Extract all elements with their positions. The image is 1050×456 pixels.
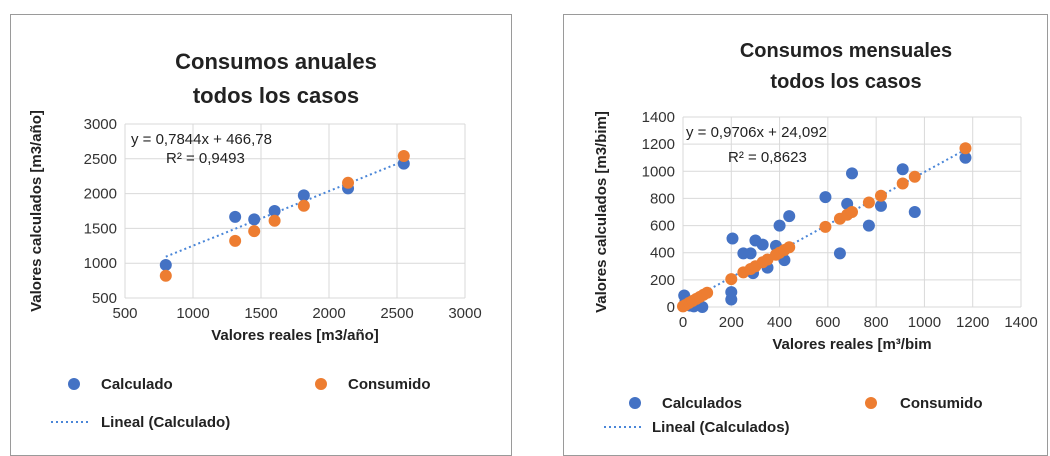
x-tick-label: 500 — [112, 305, 137, 322]
calculado-point — [297, 189, 310, 202]
x-axis-label: Valores reales [m3/año] — [211, 327, 379, 344]
consumido-point — [342, 176, 355, 189]
calculado-point — [268, 205, 281, 217]
calculado-point — [248, 213, 261, 226]
calculado-point — [959, 151, 972, 164]
consumido-point — [896, 177, 909, 190]
y-tick-label: 800 — [650, 190, 675, 207]
legend-label: Consumido — [900, 395, 983, 412]
consumido-point — [783, 241, 796, 254]
legend-marker — [865, 397, 877, 409]
x-tick-label: 800 — [864, 314, 889, 331]
trendline-equation: y = 0,7844x + 466,78 — [131, 131, 272, 148]
trendline — [165, 160, 405, 258]
y-tick-label: 1200 — [642, 136, 675, 153]
x-tick-label: 600 — [815, 314, 840, 331]
legend-marker — [315, 378, 327, 390]
legend-label: Lineal (Calculados) — [652, 419, 790, 436]
y-tick-label: 2500 — [84, 151, 117, 168]
x-tick-label: 1000 — [908, 314, 941, 331]
y-tick-label: 2000 — [84, 186, 117, 203]
consumido-point — [297, 199, 310, 212]
legend-label: Consumido — [348, 376, 431, 393]
trendline-r2: R² = 0,9493 — [166, 150, 245, 167]
x-tick-label: 1000 — [176, 305, 209, 322]
x-tick-label: 200 — [719, 314, 744, 331]
calculado-point — [819, 191, 832, 204]
consumido-point — [819, 220, 832, 233]
y-tick-label: 1500 — [84, 220, 117, 237]
chart-title-line: Consumos mensuales — [740, 40, 952, 62]
x-tick-label: 0 — [679, 314, 687, 331]
y-tick-label: 600 — [650, 218, 675, 235]
calculado-point — [726, 232, 739, 245]
trendline-equation: y = 0,9706x + 24,092 — [686, 124, 827, 141]
consumido-point — [229, 234, 242, 247]
consumido-point — [701, 286, 714, 299]
legend-label: Calculado — [101, 376, 173, 393]
consumido-point — [908, 170, 921, 183]
x-axis-label: Valores reales [m³/bim — [772, 336, 931, 353]
consumido-point — [874, 189, 887, 202]
chart-title-line: Consumos anuales — [175, 49, 377, 74]
x-tick-label: 1400 — [1004, 314, 1037, 331]
consumido-point — [268, 214, 281, 227]
calculado-point — [874, 199, 887, 212]
calculado-point — [908, 206, 921, 218]
y-tick-label: 400 — [650, 245, 675, 262]
y-tick-label: 200 — [650, 272, 675, 289]
x-tick-label: 2500 — [380, 305, 413, 322]
calculado-point — [725, 293, 738, 306]
consumido-point — [248, 225, 261, 238]
legend-marker — [629, 397, 641, 409]
consumido-point — [159, 269, 172, 282]
calculado-point — [862, 219, 875, 232]
consumido-point — [846, 206, 858, 218]
monthly-consumption-chart: Consumos mensuales todos los casos 0 200 400… — [593, 40, 1038, 436]
chart-title-line: todos los casos — [193, 83, 359, 108]
x-tick-label: 1200 — [956, 314, 989, 331]
x-tick-label: 3000 — [448, 305, 481, 322]
y-tick-label: 500 — [92, 290, 117, 307]
y-tick-label: 1400 — [642, 109, 675, 126]
calculado-point — [783, 210, 796, 223]
calculado-point — [229, 210, 242, 223]
calculado-point — [159, 258, 172, 271]
trendline-r2: R² = 0,8623 — [728, 149, 807, 166]
consumido-point — [959, 142, 972, 155]
y-tick-label: 1000 — [642, 163, 675, 180]
calculado-point — [896, 163, 909, 176]
calculado-point — [744, 247, 757, 260]
x-tick-label: 400 — [767, 314, 792, 331]
calculado-point — [773, 219, 786, 232]
annual-consumption-chart: Consumos anuales todos los casos 500 1000 15… — [28, 49, 482, 431]
y-tick-label: 1000 — [84, 255, 117, 272]
consumido-point — [862, 196, 875, 209]
x-tick-label: 1500 — [244, 305, 277, 322]
x-tick-label: 2000 — [312, 305, 345, 322]
y-tick-label: 0 — [667, 299, 675, 316]
consumido-point — [725, 273, 738, 286]
y-tick-label: 3000 — [84, 116, 117, 133]
chart-panel-annual: Consumos anuales todos los casos 500 1000 15… — [10, 14, 512, 456]
consumido-point — [397, 150, 410, 163]
chart-title-line: todos los casos — [770, 71, 921, 93]
calculado-point — [756, 238, 769, 251]
y-axis-label: Valores calculados [m3/año] — [28, 110, 45, 312]
calculado-point — [846, 167, 858, 180]
calculado-point — [833, 247, 846, 260]
y-axis-label: Valores calculados [m3/bim] — [593, 111, 610, 313]
legend-label: Calculados — [662, 395, 742, 412]
legend-label: Lineal (Calculado) — [101, 414, 230, 431]
legend-marker — [68, 378, 80, 390]
chart-panel-monthly: Consumos mensuales todos los casos 0 200 400… — [563, 14, 1048, 456]
